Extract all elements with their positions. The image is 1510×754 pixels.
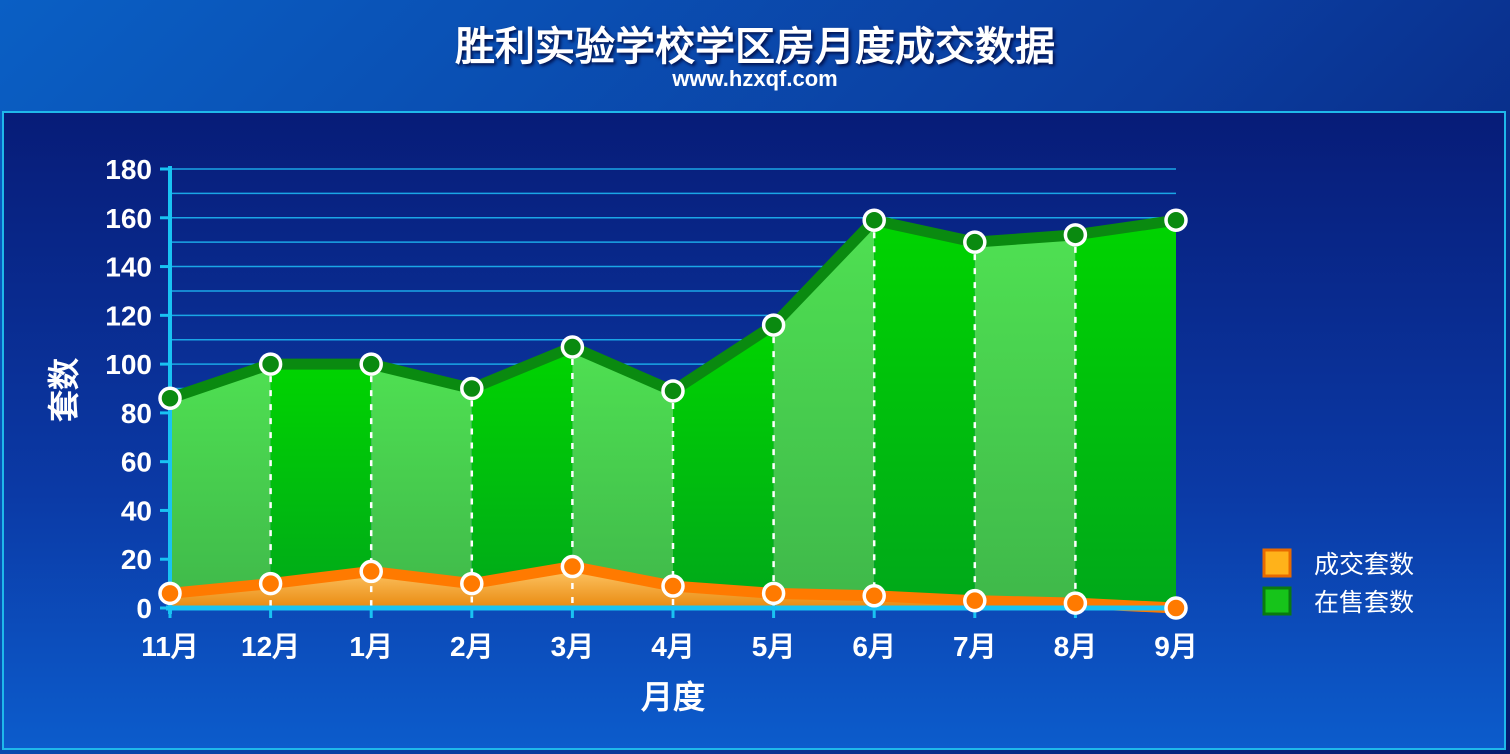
onsale-area-segment [371,364,472,608]
y-tick-label: 160 [105,203,152,234]
y-tick-label: 80 [121,398,152,429]
onsale-point [460,376,484,401]
onsale-area-segment [974,234,1076,608]
sold-point [359,559,383,584]
x-tick-label: 11月 [141,631,199,662]
onsale-point [862,208,886,232]
sold-point [1164,596,1188,620]
x-tick-label: 3月 [551,631,595,662]
sold-point [560,554,585,579]
onsale-point [258,352,283,376]
onsale-area-segment [170,364,271,608]
onsale-area-segment [471,347,573,608]
onsale-area-segment [1075,220,1176,608]
x-axis-title: 月度 [641,678,705,716]
onsale-area-segment [874,220,975,608]
sold-point [761,581,786,606]
x-tick-label: 7月 [953,631,997,662]
sold-point [258,571,283,596]
y-tick-label: 100 [105,349,152,380]
onsale-point [1164,208,1188,232]
axes: 0 20 40 60 80 100 120 140 160 180 11月 12月 1月 2月 3月 4月 5月… [105,154,1198,662]
onsale-point [963,230,987,254]
chart-header: 胜利实验学校学区房月度成交数据 www.hzxqf.com [0,0,1510,110]
onsale-point [560,335,585,359]
x-tick-label: 5月 [752,631,796,662]
onsale-point [158,386,182,411]
chart-title: 胜利实验学校学区房月度成交数据 [455,23,1055,70]
y-tick-label: 140 [105,252,152,283]
area-fills [170,220,1176,608]
legend-label: 成交套数 [1314,550,1414,579]
x-tick-label: 9月 [1154,631,1198,662]
onsale-point [1063,223,1088,247]
x-tick-label: 4月 [651,631,695,662]
data-points [158,208,1188,620]
sold-point [158,581,182,606]
y-tick-label: 0 [136,593,152,624]
onsale-point [661,379,685,403]
onsale-area-segment [673,325,774,608]
onsale-area-segment [572,347,673,608]
onsale-point [359,352,383,376]
onsale-area-segment [270,364,372,608]
sold-point [963,588,987,613]
onsale-point [761,313,786,337]
onsale-area-segment [773,220,875,608]
y-tick-label: 20 [121,544,152,575]
x-tick-label: 6月 [852,631,896,662]
y-tick-label: 60 [121,447,152,478]
sold-point [661,574,685,598]
sold-point [1063,591,1088,615]
x-tick-label: 2月 [450,631,494,662]
sold-point [862,584,886,608]
x-tick-label: 8月 [1054,631,1098,662]
x-tick-label: 1月 [349,631,393,662]
y-tick-label: 120 [105,300,152,331]
x-tick-label: 12月 [241,631,300,662]
y-tick-label: 40 [121,495,152,526]
chart-subtitle: www.hzxqf.com [672,66,838,91]
sold-point [460,571,484,596]
legend-label: 在售套数 [1314,588,1414,617]
y-axis-title: 套数 [45,357,83,422]
legend-swatch [1262,586,1292,616]
legend-swatch [1262,548,1292,578]
y-tick-label: 180 [105,154,152,185]
